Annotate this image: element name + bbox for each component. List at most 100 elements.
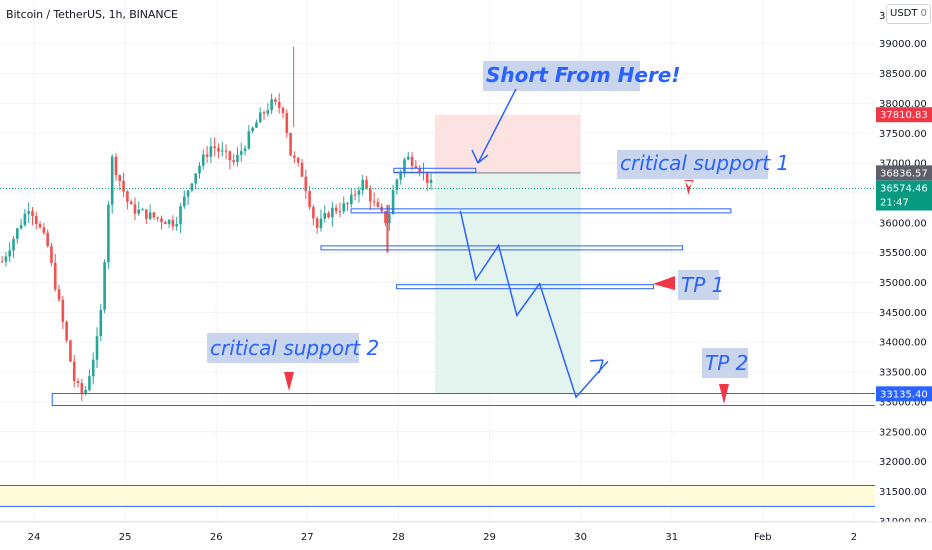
candle-body xyxy=(160,218,163,223)
note-critical-support-2[interactable]: critical support 2 xyxy=(207,333,379,363)
candle-body xyxy=(107,204,110,263)
candle-body xyxy=(126,191,129,202)
candle-body xyxy=(365,179,368,189)
candle-body xyxy=(171,219,175,227)
price-tick-label: 39000.00 xyxy=(879,39,927,50)
time-axis[interactable]: 24 25 26 27 28 29 30 31 Feb 2 xyxy=(0,521,932,550)
candle-body xyxy=(34,215,38,224)
candle-body xyxy=(0,261,4,263)
note-tp2-text: TP 2 xyxy=(705,351,748,375)
candle-body xyxy=(395,179,399,191)
support-line xyxy=(51,393,919,407)
price-tick-label: 38000.00 xyxy=(879,99,927,110)
candle-body xyxy=(224,150,228,152)
projection-arrowhead xyxy=(589,359,604,374)
note-tp1[interactable]: TP 1 xyxy=(678,270,724,300)
candle-body xyxy=(133,204,137,214)
candle-body xyxy=(152,212,156,218)
support-line xyxy=(320,245,684,251)
candle-body xyxy=(118,175,122,182)
support-line xyxy=(396,284,654,290)
price-tick-label: 33500.00 xyxy=(879,368,927,379)
candle-body xyxy=(258,112,262,123)
candle-body xyxy=(425,171,429,183)
candle-body xyxy=(270,99,273,111)
price-axis[interactable]: 31000.0031500.0032000.0032500.0033000.00… xyxy=(875,0,932,550)
candle-body xyxy=(175,224,179,227)
price-tick-label: 32000.00 xyxy=(879,457,927,468)
candle-body xyxy=(308,190,311,207)
price-tick-label: 35000.00 xyxy=(879,278,927,289)
symbol-title[interactable]: Bitcoin / TetherUS, 1h, BINANCE xyxy=(6,8,178,21)
candle-body xyxy=(129,201,133,205)
candle-body xyxy=(179,206,182,225)
candle-body xyxy=(232,160,235,162)
note-critical-support-1[interactable]: critical support 1 xyxy=(617,150,789,179)
background-bands xyxy=(0,484,875,507)
candle-body xyxy=(285,113,289,133)
support2-marker-icon xyxy=(284,372,294,391)
candle-body xyxy=(312,206,315,219)
candle-body xyxy=(186,190,190,197)
candle-body xyxy=(23,213,27,226)
candle-body xyxy=(372,201,376,203)
price-badge-label: 36836.57 xyxy=(880,168,928,179)
tp1-marker-icon xyxy=(653,276,675,290)
price-tick-label: 32500.00 xyxy=(879,427,927,438)
candle-body xyxy=(296,157,300,163)
candle-body xyxy=(350,194,353,205)
time-axis-ticks: 24 25 26 27 28 29 30 31 Feb 2 xyxy=(28,532,857,543)
candle-body xyxy=(243,148,247,152)
candle-body xyxy=(319,218,323,228)
price-tick-label: 38500.00 xyxy=(879,69,927,80)
candle-body xyxy=(80,383,84,393)
price-badges: 37810.83 36836.57 36574.46 21:47 33135.40 xyxy=(876,107,932,402)
candle-body xyxy=(391,190,395,215)
candle-body xyxy=(277,101,281,108)
candle-body xyxy=(42,227,46,233)
currency-selector[interactable]: USDT 0 xyxy=(886,4,931,24)
candle-body xyxy=(403,159,406,172)
price-badge xyxy=(876,180,932,211)
note-tp2[interactable]: TP 2 xyxy=(702,348,748,378)
candle-body xyxy=(414,165,418,169)
note-short-bg xyxy=(483,61,640,91)
note-short-from-here[interactable]: Short From Here! xyxy=(483,61,681,91)
candle-body xyxy=(369,188,372,202)
note-short-text: Short From Here! xyxy=(486,63,681,87)
short-pointer-arrow xyxy=(477,88,517,164)
candle-body xyxy=(239,151,243,155)
candle-body xyxy=(72,361,76,382)
note-support1-text: critical support 1 xyxy=(620,151,789,175)
candle-body xyxy=(315,218,319,228)
candle-body xyxy=(228,151,232,161)
candle-body xyxy=(205,154,209,157)
note-tp1-bg xyxy=(678,270,719,300)
candle-body xyxy=(190,183,194,191)
candle-body xyxy=(167,219,171,225)
candle-body xyxy=(114,156,118,176)
candle-body xyxy=(213,146,216,149)
price-badge xyxy=(876,107,932,123)
price-tick-label: 31500.00 xyxy=(879,487,927,498)
price-tick-label: 33000.00 xyxy=(879,397,927,408)
drawings[interactable] xyxy=(0,167,919,407)
candle-body xyxy=(289,132,292,156)
candle-body xyxy=(4,256,8,262)
candle-body xyxy=(88,376,91,391)
time-tick-label: 31 xyxy=(665,532,678,543)
price-badge-countdown: 21:47 xyxy=(880,198,909,209)
candle-body xyxy=(57,289,61,300)
time-tick-label: Feb xyxy=(754,532,772,543)
candle-body xyxy=(183,196,186,207)
time-tick-label: 28 xyxy=(392,532,405,543)
markers xyxy=(284,88,729,404)
time-tick-label: 24 xyxy=(28,532,41,543)
candle-body xyxy=(15,228,19,239)
price-axis-bg xyxy=(875,0,932,550)
candle-body xyxy=(69,340,72,362)
candle-body xyxy=(327,213,330,218)
candle-body xyxy=(361,179,365,191)
price-tick-label: 34500.00 xyxy=(879,308,927,319)
